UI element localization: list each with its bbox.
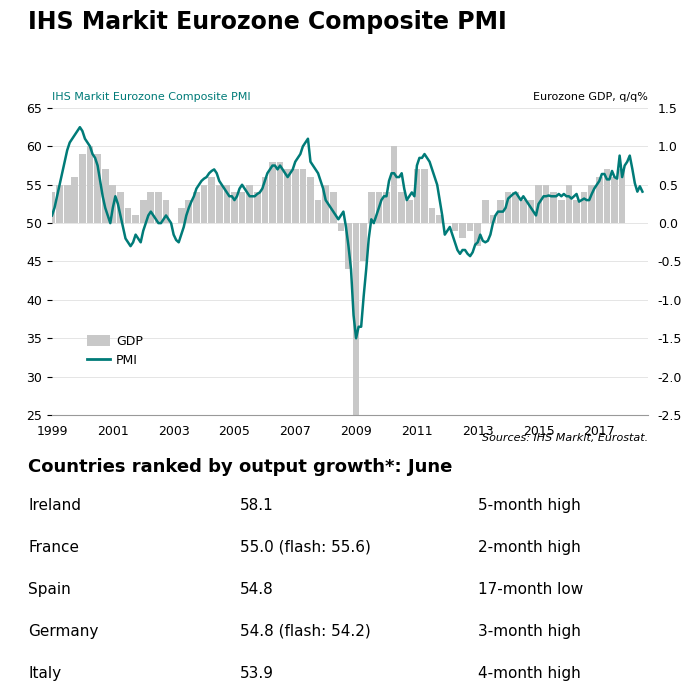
Bar — [155, 193, 162, 223]
Bar — [414, 169, 420, 223]
Bar — [239, 193, 246, 223]
Bar — [49, 193, 55, 223]
Bar — [246, 185, 253, 223]
Text: 54.8 (flash: 54.2): 54.8 (flash: 54.2) — [240, 624, 371, 639]
Bar — [475, 223, 481, 246]
Bar — [603, 169, 610, 223]
Bar — [536, 185, 542, 223]
Bar — [201, 185, 207, 223]
Bar — [337, 223, 344, 231]
Bar — [406, 200, 412, 223]
Bar — [398, 193, 405, 223]
Bar — [467, 223, 473, 231]
Bar — [186, 200, 192, 223]
Text: Sources: IHS Markit, Eurostat.: Sources: IHS Markit, Eurostat. — [482, 433, 648, 443]
Text: France: France — [28, 540, 79, 555]
Bar — [109, 185, 116, 223]
Text: Spain: Spain — [28, 582, 71, 597]
Bar — [269, 161, 276, 223]
Bar — [489, 216, 496, 223]
Text: IHS Markit Eurozone Composite PMI: IHS Markit Eurozone Composite PMI — [52, 92, 251, 102]
Text: Ireland: Ireland — [28, 498, 81, 513]
Bar — [566, 185, 573, 223]
Bar — [589, 185, 595, 223]
Text: 53.9: 53.9 — [240, 666, 274, 681]
Bar — [391, 146, 398, 223]
Bar — [520, 200, 526, 223]
Bar — [330, 193, 337, 223]
Bar — [353, 223, 359, 415]
Text: Italy: Italy — [28, 666, 61, 681]
Bar — [368, 193, 374, 223]
Bar — [429, 208, 435, 223]
Bar — [284, 169, 291, 223]
Bar — [497, 200, 504, 223]
Bar — [558, 200, 565, 223]
Bar — [459, 223, 466, 238]
Bar — [71, 177, 78, 223]
Bar — [315, 200, 321, 223]
Bar — [322, 185, 329, 223]
Text: 5-month high: 5-month high — [478, 498, 581, 513]
Text: 58.1: 58.1 — [240, 498, 274, 513]
Bar — [375, 193, 382, 223]
Bar — [345, 223, 352, 269]
Text: 55.0 (flash: 55.6): 55.0 (flash: 55.6) — [240, 540, 371, 555]
Legend: GDP, PMI: GDP, PMI — [82, 330, 148, 372]
Bar — [436, 216, 443, 223]
Bar — [550, 193, 557, 223]
Bar — [162, 200, 169, 223]
Bar — [102, 169, 108, 223]
Bar — [254, 193, 260, 223]
Bar — [140, 200, 146, 223]
Text: Germany: Germany — [28, 624, 99, 639]
Bar — [383, 193, 390, 223]
Bar — [307, 177, 314, 223]
Bar — [56, 185, 63, 223]
Bar — [596, 177, 603, 223]
Bar — [581, 193, 587, 223]
Bar — [117, 193, 124, 223]
Text: 4-month high: 4-month high — [478, 666, 581, 681]
Bar — [573, 200, 580, 223]
Text: IHS Markit Eurozone Composite PMI: IHS Markit Eurozone Composite PMI — [28, 10, 507, 34]
Bar — [87, 146, 93, 223]
Bar — [300, 169, 306, 223]
Bar — [148, 193, 154, 223]
Text: 17-month low: 17-month low — [478, 582, 583, 597]
Bar — [262, 177, 268, 223]
Bar — [193, 193, 199, 223]
Bar — [505, 193, 512, 223]
Bar — [79, 154, 86, 223]
Bar — [276, 161, 284, 223]
Bar — [223, 185, 230, 223]
Bar — [132, 216, 139, 223]
Bar — [292, 169, 299, 223]
Bar — [94, 154, 101, 223]
Bar — [360, 223, 367, 261]
Text: Eurozone GDP, q/q%: Eurozone GDP, q/q% — [533, 92, 648, 102]
Bar — [542, 185, 550, 223]
Bar — [125, 208, 132, 223]
Bar — [216, 185, 223, 223]
Text: 2-month high: 2-month high — [478, 540, 581, 555]
Text: 3-month high: 3-month high — [478, 624, 581, 639]
Bar — [231, 193, 238, 223]
Bar — [482, 200, 489, 223]
Bar — [452, 223, 458, 231]
Bar — [619, 169, 626, 223]
Bar — [209, 177, 215, 223]
Bar — [512, 193, 519, 223]
Text: Countries ranked by output growth*: June: Countries ranked by output growth*: June — [28, 458, 452, 476]
Bar — [528, 200, 534, 223]
Text: 54.8: 54.8 — [240, 582, 274, 597]
Bar — [611, 177, 618, 223]
Bar — [64, 185, 71, 223]
Bar — [421, 169, 428, 223]
Bar — [178, 208, 185, 223]
